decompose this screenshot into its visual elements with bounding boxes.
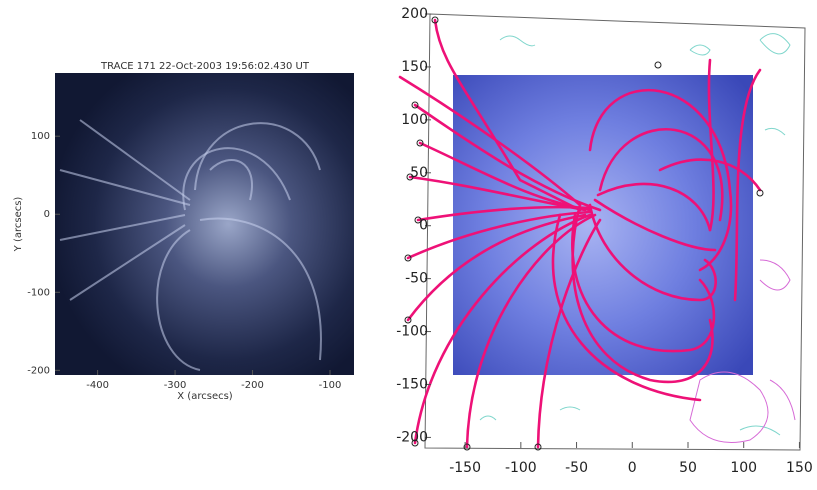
y-tick-label: 50 bbox=[410, 165, 428, 181]
x-tick-label: -400 bbox=[86, 380, 109, 391]
x-tick-label: -100 bbox=[319, 380, 342, 391]
right-panel: -150 -100 -50 0 50 100 150 -200 -150 -100 -50 0 50 10… bbox=[396, 6, 813, 476]
y-axis-label: Y (arcsecs) bbox=[13, 197, 24, 253]
y-tick-label: 150 bbox=[401, 59, 428, 75]
x-tick-label: -100 bbox=[505, 460, 537, 476]
left-panel: TRACE 171 22-Oct-2003 19:56:02.430 UT X … bbox=[13, 61, 354, 402]
x-tick-label: -200 bbox=[241, 380, 264, 391]
field-lines bbox=[398, 18, 762, 449]
x-tick-label: 100 bbox=[730, 460, 757, 476]
y-tick-label: 0 bbox=[44, 209, 50, 220]
trace-image bbox=[55, 73, 354, 375]
x-tick-label: 50 bbox=[679, 460, 697, 476]
y-tick-label: -150 bbox=[396, 376, 428, 392]
y-tick-label: -200 bbox=[27, 365, 50, 376]
x-axis-label: X (arcsecs) bbox=[177, 391, 233, 402]
x-tick-label: -50 bbox=[565, 460, 588, 476]
x-tick-label: -300 bbox=[164, 380, 187, 391]
y-tick-label: 100 bbox=[31, 131, 50, 142]
footpoints bbox=[404, 16, 764, 451]
y-tick-label: 0 bbox=[419, 218, 428, 234]
x-tick-label: 150 bbox=[786, 460, 813, 476]
panel-title: TRACE 171 22-Oct-2003 19:56:02.430 UT bbox=[100, 61, 310, 72]
y-tick-label: -200 bbox=[396, 429, 428, 445]
y-tick-label: -50 bbox=[405, 271, 428, 287]
x-tick-label: 0 bbox=[628, 460, 637, 476]
y-tick-label: -100 bbox=[27, 287, 50, 298]
y-tick-label: 100 bbox=[401, 112, 428, 128]
x-tick-label: -150 bbox=[449, 460, 481, 476]
y-tick-label: 200 bbox=[401, 6, 428, 22]
y-tick-label: -100 bbox=[396, 324, 428, 340]
contours bbox=[479, 33, 796, 443]
loops bbox=[59, 119, 322, 371]
